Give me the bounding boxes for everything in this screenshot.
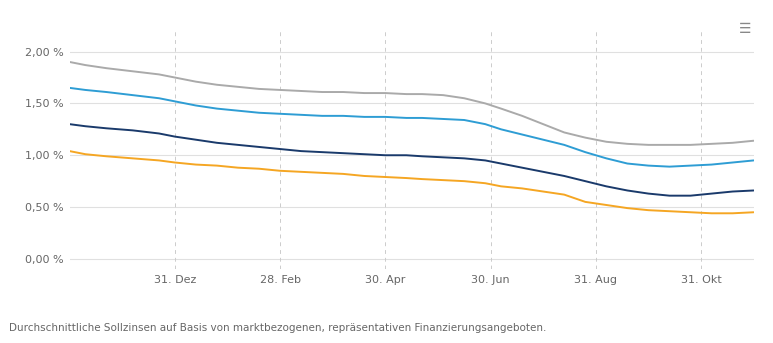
Text: ☰: ☰	[739, 22, 751, 36]
Text: Durchschnittliche Sollzinsen auf Basis von marktbezogenen, repräsentativen Finan: Durchschnittliche Sollzinsen auf Basis v…	[9, 323, 547, 333]
